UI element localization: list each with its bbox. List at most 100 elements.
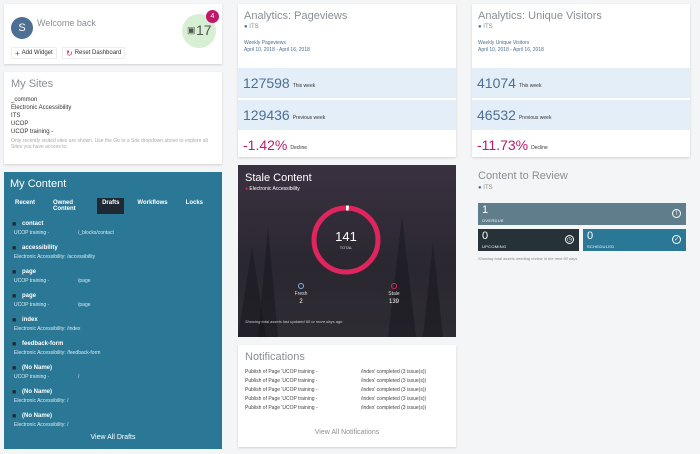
stale-total-label: TOTAL (339, 245, 353, 250)
stale-dot-icon (391, 283, 397, 289)
tab-drafts[interactable]: Drafts (97, 198, 125, 214)
previous-week-value: 129436 (243, 107, 290, 123)
reset-dashboard-button[interactable]: ↻ Reset Dashboard (62, 47, 126, 59)
overdue-label: OVERDUE (482, 218, 504, 223)
fresh-dot-icon (298, 283, 304, 289)
stale-content-title: Stale Content (245, 172, 312, 184)
item-name[interactable]: feedback-form (22, 341, 64, 347)
notification-row[interactable]: Publish of Page 'UCOP training - /index' … (245, 396, 449, 405)
my-content-tabs: Recent Owned Content Drafts Workflows Lo… (10, 198, 216, 214)
overdue-box[interactable]: 1 OVERDUE ! (478, 203, 686, 225)
item-name[interactable]: (No Name) (22, 365, 53, 371)
site-dot-icon: ● (245, 186, 249, 192)
tab-workflows[interactable]: Workflows (137, 200, 168, 206)
item-name[interactable]: page (22, 293, 37, 299)
stale-content-site: ● Electronic Accessibility (245, 186, 300, 192)
reset-icon: ↻ (66, 48, 73, 58)
site-link[interactable]: _common (11, 97, 38, 103)
this-week-label: This week (518, 83, 542, 89)
document-icon: ■ (12, 245, 17, 252)
notification-status: /index' completed (3 issue(s)) (361, 378, 427, 384)
list-item[interactable]: ■ (No Name) UCOP training - / (10, 364, 216, 388)
overdue-value: 1 (482, 204, 489, 216)
change-label: Decline (531, 145, 548, 151)
document-icon: ■ (12, 341, 17, 348)
change-value: -1.42% (243, 137, 288, 153)
tree-decoration (258, 227, 278, 337)
globe-icon: ● (478, 185, 482, 191)
analytics-site: ● ITS (244, 24, 259, 30)
notifications-badge: 4 (206, 10, 219, 23)
notification-text: Publish of Page 'UCOP training - (245, 369, 318, 375)
tree-decoration (388, 217, 416, 337)
analytics-range: Weekly Pageviews April 10, 2018 - April 1… (244, 40, 310, 54)
list-item[interactable]: ■ accessibility Electronic Accessibility: … (10, 244, 216, 268)
view-all-notifications-link[interactable]: View All Notifications (314, 429, 380, 436)
item-path: /_blocks/contact (78, 230, 114, 236)
this-week-label: This week (292, 83, 316, 89)
notification-text: Publish of Page 'UCOP training - (245, 378, 318, 384)
list-item[interactable]: ■ (No Name) Electronic Accessibility: / (10, 412, 216, 436)
site-link[interactable]: UCOP training - (11, 129, 54, 135)
stale-stat: Stale 139 (374, 283, 414, 305)
tree-decoration (423, 242, 443, 337)
welcome-text: Welcome back (37, 18, 96, 28)
tab-recent[interactable]: Recent (15, 200, 36, 206)
my-content-card: My Content Recent Owned Content Drafts W… (4, 172, 222, 449)
globe-icon: ● (244, 24, 248, 30)
previous-week-row: 129436 Previous week (238, 100, 456, 130)
site-link[interactable]: Electronic Accessibility (11, 105, 72, 111)
drafts-list: ■ contact UCOP training -/_blocks/contact … (10, 220, 216, 436)
change-row: -1.42% Decline (238, 130, 456, 160)
add-widget-button[interactable]: + Add Widget (11, 47, 57, 59)
item-name[interactable]: (No Name) (22, 389, 53, 395)
notifications-bubble[interactable]: ▣ 17 4 (182, 10, 219, 48)
sites-note: Only recently visited sites are shown. U… (11, 138, 208, 150)
notification-status: /index' completed (3 issue(s)) (361, 396, 427, 402)
change-row: -11.73% Decline (472, 130, 690, 160)
analytics-site: ● ITS (478, 24, 493, 30)
site-link[interactable]: UCOP (11, 121, 29, 127)
notification-text: Publish of Page 'UCOP training - (245, 396, 318, 402)
item-name[interactable]: accessibility (22, 245, 58, 251)
document-icon: ■ (12, 221, 17, 228)
previous-week-value: 46532 (477, 107, 516, 123)
item-name[interactable]: page (22, 269, 37, 275)
analytics-range: Weekly Unique Visitors April 10, 2018 - A… (478, 40, 544, 54)
list-item[interactable]: ■ (No Name) Electronic Accessibility: / (10, 388, 216, 412)
item-name[interactable]: (No Name) (22, 413, 53, 419)
view-all-drafts-link[interactable]: View All Drafts (90, 434, 136, 441)
item-site: Electronic Accessibility: / (14, 398, 69, 404)
stale-site-name: Electronic Accessibility (249, 186, 300, 192)
notification-row[interactable]: Publish of Page 'UCOP training - /index' … (245, 387, 449, 396)
notification-text: Publish of Page 'UCOP training - (245, 405, 318, 411)
item-name[interactable]: contact (22, 221, 44, 227)
item-name[interactable]: index (22, 317, 38, 323)
tab-owned-content[interactable]: Owned Content (53, 200, 76, 212)
this-week-value: 127598 (243, 75, 290, 91)
site-link[interactable]: ITS (11, 113, 21, 119)
notification-row[interactable]: Publish of Page 'UCOP training - /index' … (245, 378, 449, 387)
item-path: /page (78, 302, 91, 308)
notification-row[interactable]: Publish of Page 'UCOP training - /index' … (245, 405, 449, 414)
change-label: Decline (290, 145, 308, 151)
list-item[interactable]: ■ index Electronic Accessibility: /index (10, 316, 216, 340)
range-dates: April 10, 2018 - April 16, 2018 (244, 47, 310, 53)
list-item[interactable]: ■ feedback-form Electronic Accessibility: … (10, 340, 216, 364)
list-item[interactable]: ■ page UCOP training - /page (10, 268, 216, 292)
list-item[interactable]: ■ contact UCOP training - /_blocks/contact (10, 220, 216, 244)
upcoming-box[interactable]: 0 UPCOMING ◷ (478, 229, 579, 251)
item-site: UCOP training - (14, 302, 50, 308)
analytics-pageviews-title: Analytics: Pageviews (244, 10, 348, 22)
notification-row[interactable]: Publish of Page 'UCOP training - /index' … (245, 369, 449, 378)
notifications-title: Notifications (245, 351, 305, 363)
plus-icon: + (15, 48, 20, 58)
notification-status: /index' completed (3 issue(s)) (361, 405, 427, 411)
scheduled-box[interactable]: 0 SCHEDULED ✓ (583, 229, 686, 251)
stale-value: 139 (388, 299, 399, 305)
tab-locks[interactable]: Locks (185, 200, 203, 206)
content-review-site: ● ITS (478, 185, 493, 191)
stale-content-card: Stale Content ● Electronic Accessibility… (238, 165, 456, 337)
list-item[interactable]: ■ page UCOP training - /page (10, 292, 216, 316)
avatar[interactable]: S (11, 17, 33, 39)
